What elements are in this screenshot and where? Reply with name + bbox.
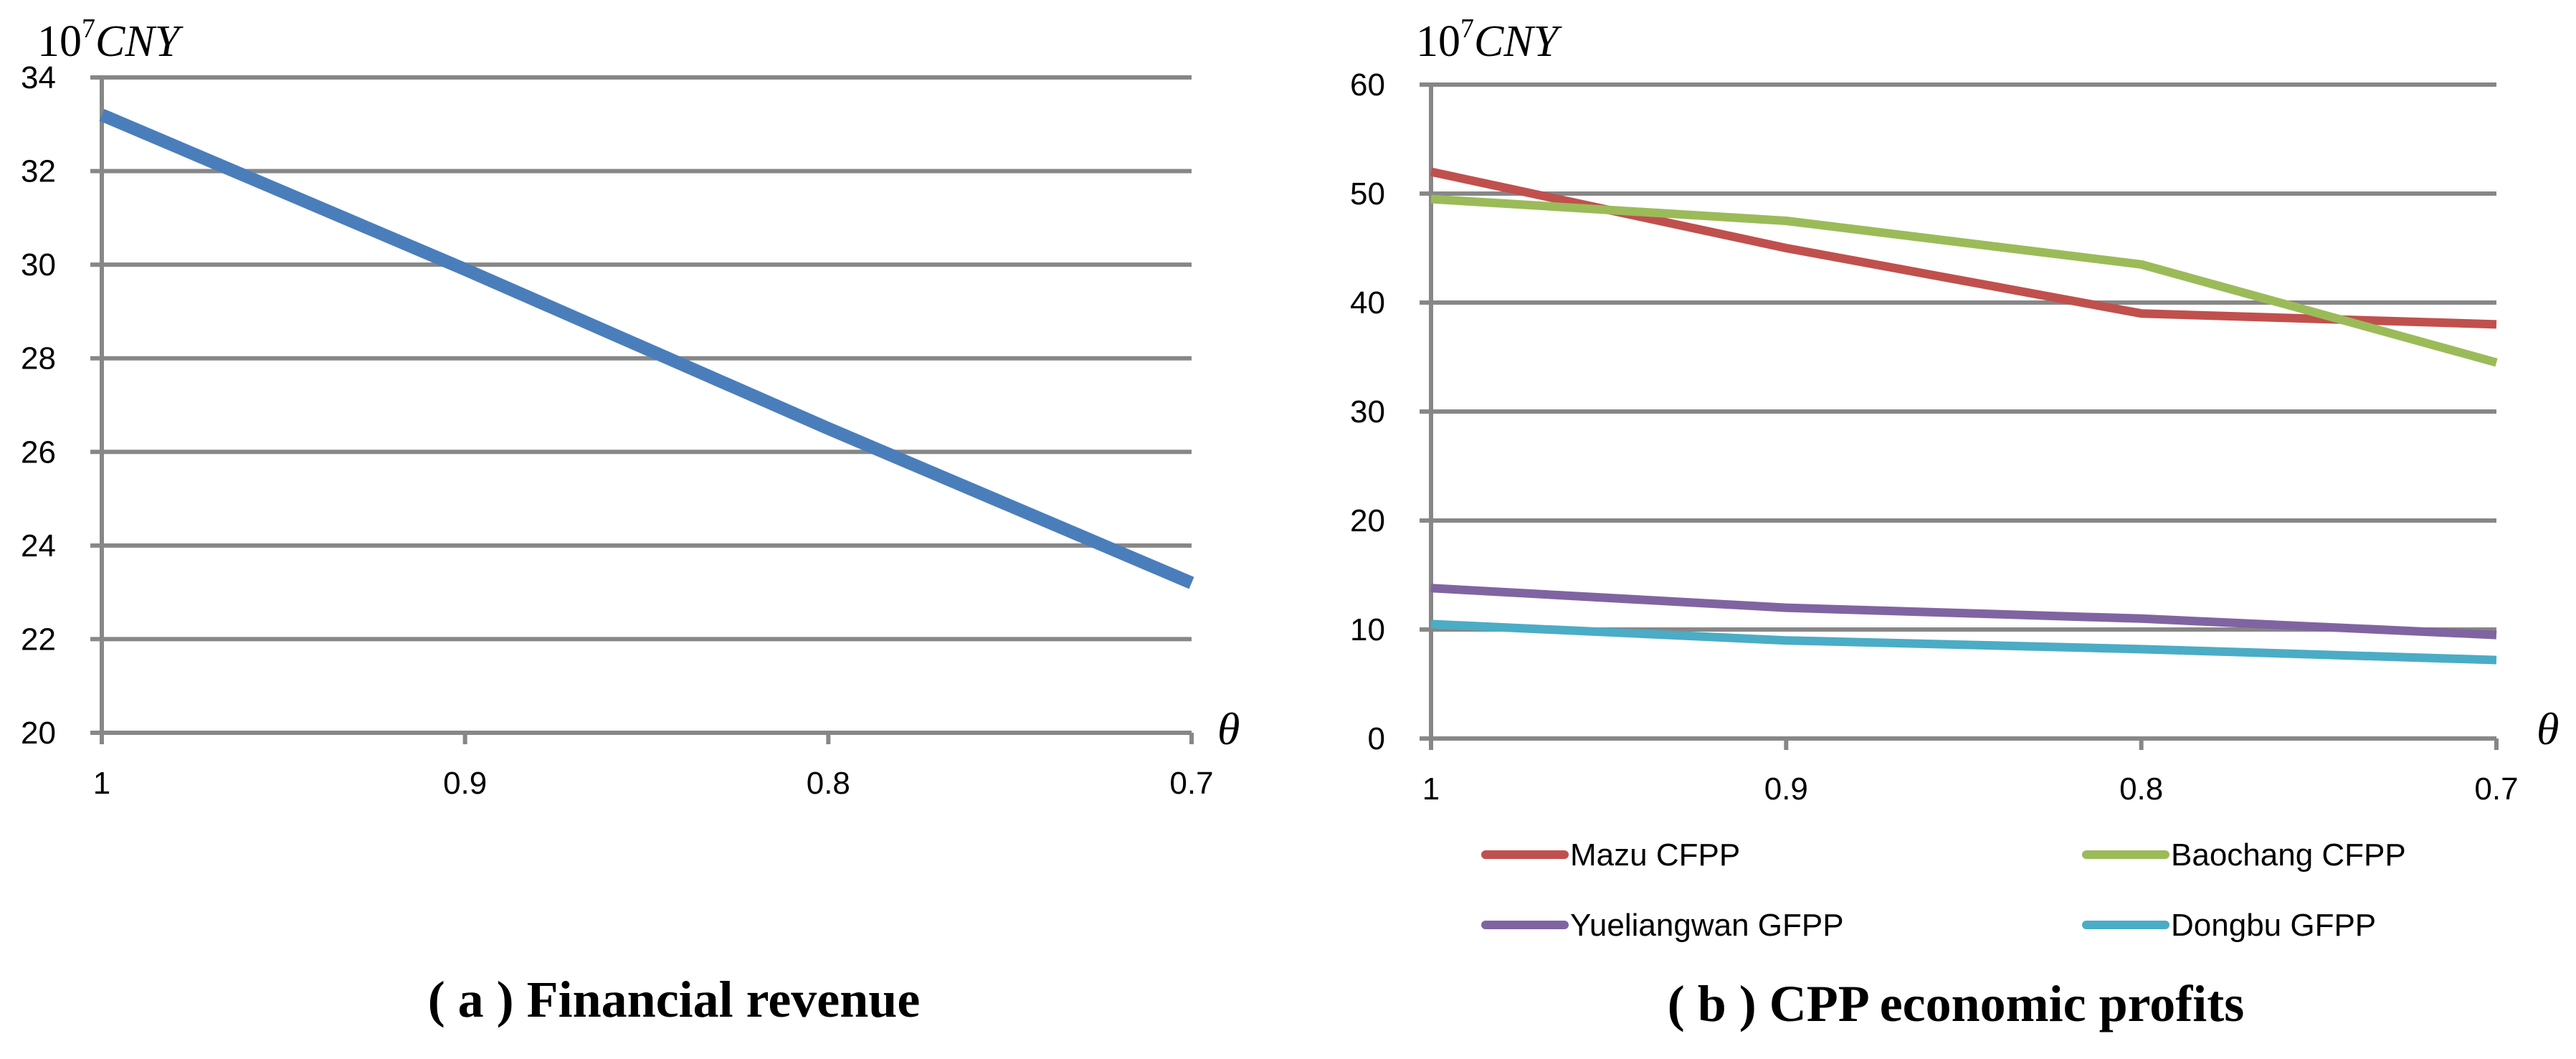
chart-a-x-tick-label: 1: [93, 766, 110, 801]
chart-a-y-tick-label: 32: [21, 154, 56, 189]
chart-b-series-line-yueliangwan-gfpp: [1430, 584, 2497, 640]
chart-a-plot: 20 22 24 26 28 30 32 34 1 0.9 0.8 0.7: [21, 60, 1214, 801]
legend-item: Baochang CFPP: [2082, 837, 2406, 873]
chart-a-series-line-financial-revenue: [99, 108, 1194, 589]
chart-a-x-tick-label: 0.8: [807, 766, 850, 801]
chart-b-series-line-baochang-cfpp: [1430, 194, 2498, 367]
chart-b-x-tick-label: 0.8: [2119, 771, 2163, 807]
chart-b-plot: 0 10 20 30 40 50 60 1 0.9 0.8 0.7: [1350, 67, 2519, 807]
chart-a-x-tick-label: 0.9: [443, 766, 487, 801]
legend-item: Yueliangwan GFPP: [1481, 908, 1844, 943]
chart-b-title: ( b ) CPP economic profits: [1668, 975, 2245, 1032]
legend-label: Mazu CFPP: [1570, 837, 1740, 873]
chart-a-x-axis-label: θ: [1217, 703, 1240, 754]
chart-b-legend: Mazu CFPP Baochang CFPP Yueliangwan GFPP Do…: [1481, 837, 2406, 943]
chart-b-unit-label: 107CNY: [1416, 14, 1562, 66]
legend-label: Baochang CFPP: [2171, 837, 2406, 873]
chart-a-y-tick-label: 20: [21, 716, 56, 751]
chart-a-y-tick-label: 22: [21, 622, 56, 657]
chart-b-y-tick-label: 0: [1368, 721, 1385, 756]
chart-a-x-tick-label: 0.7: [1169, 766, 1213, 801]
chart-b-y-tick-label: 40: [1350, 285, 1385, 320]
chart-a-y-tick-label: 34: [21, 60, 56, 95]
chart-b-x-tick-label: 0.9: [1764, 771, 1808, 807]
chart-a-y-tick-label: 30: [21, 247, 56, 282]
chart-b-y-tick-label: 50: [1350, 176, 1385, 212]
legend-item: Dongbu GFPP: [2082, 908, 2376, 943]
chart-b-x-tick-label: 1: [1422, 771, 1440, 807]
chart-a-unit-label: 107CNY: [37, 14, 184, 66]
legend-label: Yueliangwan GFPP: [1570, 908, 1844, 943]
legend-item: Mazu CFPP: [1481, 837, 1740, 873]
chart-b-x-tick-label: 0.7: [2474, 771, 2518, 807]
chart-b-y-tick-label: 60: [1350, 67, 1385, 103]
chart-b-x-axis-label: θ: [2537, 703, 2559, 754]
chart-a-title: ( a ) Financial revenue: [428, 971, 921, 1028]
chart-b-y-tick-label: 20: [1350, 503, 1385, 538]
legend-label: Dongbu GFPP: [2171, 908, 2376, 943]
chart-a-y-tick-label: 24: [21, 528, 56, 564]
chart-a-y-tick-label: 26: [21, 434, 56, 470]
chart-b-y-tick-label: 30: [1350, 394, 1385, 429]
chart-b-series-line-dongbu-gfpp: [1430, 619, 2497, 665]
chart-b-y-tick-label: 10: [1350, 612, 1385, 647]
chart-a-y-tick-label: 28: [21, 341, 56, 376]
